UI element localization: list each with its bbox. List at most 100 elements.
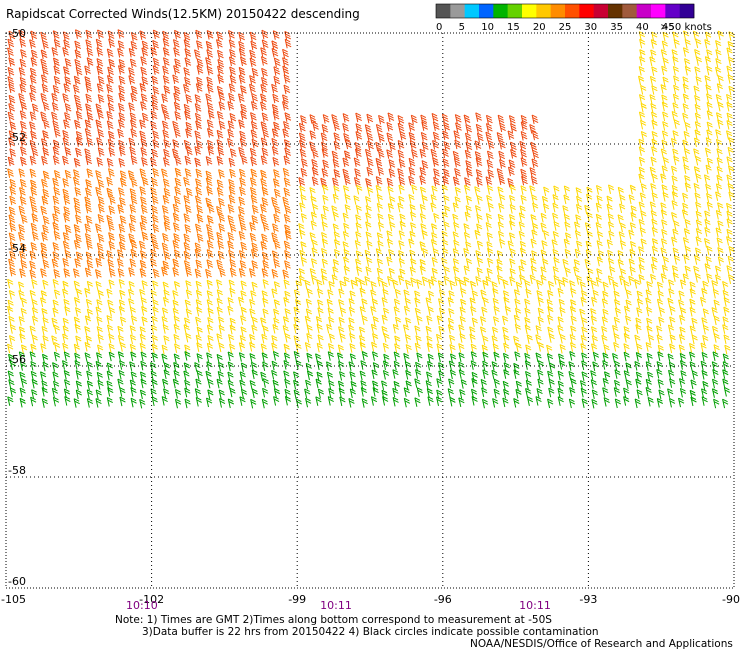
wind-barb [591,398,598,409]
wind-barb [661,40,669,51]
wind-barb [375,157,383,168]
wind-barb [509,248,517,258]
wind-barb [163,250,171,261]
wind-barb [425,297,432,307]
color-swatch [622,4,637,18]
wind-barb [73,176,80,187]
wind-barb [174,343,181,353]
wind-barb [339,371,346,381]
wind-barb [581,326,588,337]
wind-barb [239,186,246,197]
wind-barb [229,387,236,398]
wind-barb [152,139,160,149]
wind-barb [251,249,258,259]
wind-barb [458,397,465,407]
wind-barb [650,39,658,49]
wind-barb [305,379,312,390]
wind-barb [272,223,279,233]
wind-barb [30,186,38,197]
wind-barb [344,194,351,204]
wind-barb [283,343,290,354]
wind-barb [388,159,396,169]
wind-barb [333,169,341,179]
wind-barb [431,257,438,267]
wind-barb [475,157,483,168]
wind-barb [317,334,324,344]
wind-barb [442,239,449,249]
wind-barb [218,267,226,278]
wind-barb [271,342,278,353]
wind-barb [183,139,191,150]
wind-barb [381,297,388,307]
wind-barb [19,397,26,408]
wind-barb [376,258,384,268]
wind-barb [86,259,94,270]
wind-barb [398,258,405,268]
wind-barb [713,315,720,326]
wind-barb [150,187,158,197]
wind-barb [497,213,504,224]
wind-barb [706,245,713,256]
wind-barb-field [7,29,735,409]
wind-barb [563,238,570,249]
wind-barb [602,360,609,370]
wind-barb [514,307,522,318]
wind-barb [349,290,356,301]
wind-barb [646,352,653,363]
wind-barb [499,194,506,204]
wind-barb [339,307,347,317]
wind-barb [216,353,223,364]
wind-barb [601,325,608,336]
wind-barb [227,204,235,214]
wind-barb [552,202,559,213]
wind-barb [118,112,126,122]
wind-barb [448,308,455,318]
wind-barb [140,138,148,148]
wind-barb [660,84,667,94]
wind-barb [75,66,83,77]
wind-barb [365,148,372,159]
wind-barb [408,122,415,132]
wind-barb [474,140,482,151]
wind-barb [658,307,666,317]
wind-barb [311,239,318,250]
wind-barb [205,93,213,103]
wind-barb [397,140,405,150]
wind-barb [8,83,16,94]
wind-barb [173,353,180,364]
wind-barb [283,297,290,307]
wind-barb [216,298,223,308]
wind-barb [271,268,279,279]
wind-barb [249,31,257,42]
wind-barb [172,299,179,310]
wind-barb [19,137,27,147]
wind-barb [661,264,669,275]
wind-barb [509,184,516,195]
wind-barb [482,369,489,379]
wind-barb [207,335,214,345]
wind-barb [726,228,733,239]
wind-barb [240,362,248,373]
wind-barb [625,289,632,299]
wind-barb [427,306,434,316]
wind-barb [205,197,213,208]
wind-barb [73,343,80,354]
wind-barb [207,110,215,120]
wind-barb [42,101,50,112]
wind-barb [130,351,137,362]
wind-barb [106,362,113,373]
wind-barb [96,326,103,336]
wind-barb [365,196,372,206]
wind-barb [656,281,664,292]
wind-barb [63,388,71,399]
wind-barb [227,297,234,307]
wind-barb [249,75,256,85]
wind-barb [592,289,599,300]
wind-barb [29,139,37,150]
wind-barb [695,210,702,221]
wind-barb [636,389,643,399]
wind-barb [592,361,599,371]
wind-barb [260,371,267,382]
wind-barb [520,194,527,205]
wind-barb [553,185,560,196]
